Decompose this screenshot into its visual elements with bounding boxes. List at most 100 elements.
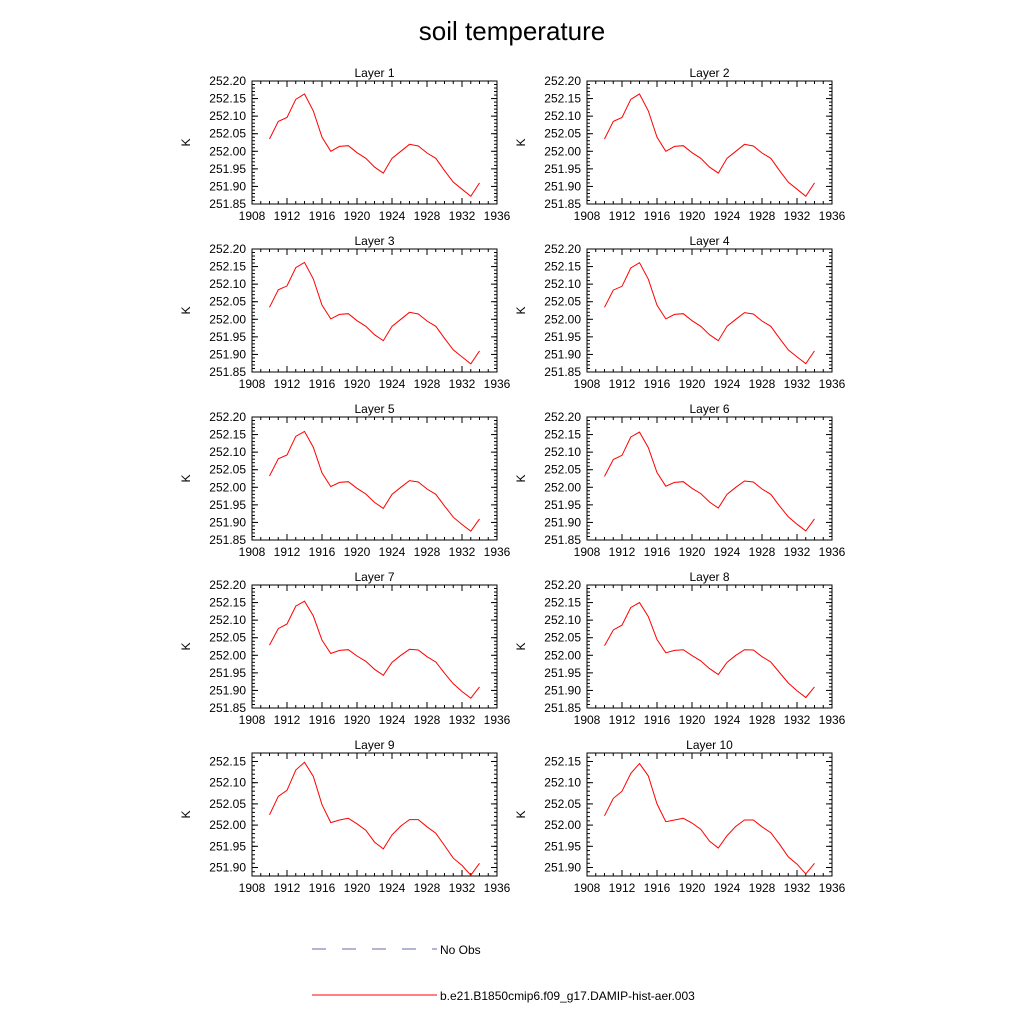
x-tick-label: 1920 — [344, 713, 371, 727]
y-axis-label: K — [179, 642, 193, 650]
x-tick-label: 1916 — [309, 545, 336, 559]
x-tick-label: 1932 — [449, 881, 476, 895]
x-tick-label: 1924 — [714, 209, 741, 223]
x-tick-label: 1932 — [784, 377, 811, 391]
x-tick-label: 1920 — [679, 545, 706, 559]
y-tick-label: 252.00 — [209, 648, 246, 662]
panel-10: Layer 10 K 1908 1912 1916 1920 1924 1928 1932 193… — [514, 738, 846, 895]
x-tick-label: 1916 — [309, 881, 336, 895]
x-tick-label: 1916 — [644, 545, 671, 559]
y-axis-label: K — [514, 642, 528, 650]
y-tick-label: 252.15 — [209, 754, 246, 768]
panel-title: Layer 5 — [354, 402, 394, 416]
y-axis-label: K — [179, 138, 193, 146]
x-tick-label: 1936 — [819, 713, 846, 727]
series-line — [269, 261, 480, 365]
x-tick-label: 1924 — [714, 713, 741, 727]
x-tick-label: 1936 — [819, 545, 846, 559]
panel-title: Layer 9 — [354, 738, 394, 752]
y-tick-label: 252.10 — [209, 109, 246, 123]
y-tick-label: 252.15 — [209, 596, 246, 610]
x-tick-label: 1932 — [449, 209, 476, 223]
y-tick-label: 252.05 — [209, 463, 246, 477]
x-tick-label: 1924 — [714, 377, 741, 391]
x-tick-label: 1928 — [749, 881, 776, 895]
x-tick-label: 1920 — [679, 377, 706, 391]
y-tick-label: 251.90 — [209, 683, 246, 697]
y-tick-label: 252.05 — [209, 295, 246, 309]
y-tick-label: 252.00 — [544, 818, 581, 832]
y-tick-label: 252.10 — [544, 613, 581, 627]
series-line — [269, 600, 480, 699]
x-tick-label: 1912 — [609, 545, 636, 559]
x-tick-label: 1932 — [449, 377, 476, 391]
x-tick-label: 1932 — [449, 713, 476, 727]
y-tick-label: 251.90 — [209, 179, 246, 193]
y-tick-label: 252.15 — [544, 754, 581, 768]
y-tick-label: 251.95 — [209, 330, 246, 344]
y-tick-label: 252.05 — [209, 797, 246, 811]
x-tick-label: 1912 — [274, 881, 301, 895]
y-axis-label: K — [514, 474, 528, 482]
y-tick-label: 252.00 — [209, 480, 246, 494]
panel-title: Layer 3 — [354, 234, 394, 248]
x-tick-label: 1920 — [344, 209, 371, 223]
x-tick-label: 1908 — [574, 545, 601, 559]
y-tick-label: 252.10 — [209, 776, 246, 790]
x-tick-label: 1924 — [379, 545, 406, 559]
x-tick-label: 1936 — [484, 377, 511, 391]
y-axis-label: K — [179, 306, 193, 314]
panel-3: Layer 3 K 1908 1912 1916 1920 1924 1928 1932 1936… — [179, 234, 511, 391]
y-axis-label: K — [514, 138, 528, 146]
y-tick-label: 252.00 — [544, 144, 581, 158]
plot-frame — [586, 416, 833, 541]
y-tick-label: 251.85 — [544, 533, 581, 547]
y-tick-label: 251.85 — [209, 197, 246, 211]
y-tick-label: 251.85 — [209, 533, 246, 547]
y-tick-label: 251.95 — [544, 162, 581, 176]
x-tick-label: 1936 — [484, 209, 511, 223]
x-tick-label: 1936 — [819, 881, 846, 895]
y-tick-label: 251.90 — [544, 347, 581, 361]
y-tick-label: 251.90 — [209, 861, 246, 875]
y-tick-label: 252.05 — [544, 631, 581, 645]
y-tick-label: 251.90 — [544, 861, 581, 875]
panel-title: Layer 6 — [689, 402, 729, 416]
y-tick-label: 251.95 — [209, 162, 246, 176]
x-tick-label: 1916 — [309, 713, 336, 727]
panel-7: Layer 7 K 1908 1912 1916 1920 1924 1928 1932 1936… — [179, 570, 511, 727]
y-tick-label: 251.95 — [209, 839, 246, 853]
y-tick-label: 251.90 — [544, 515, 581, 529]
plot-frame — [251, 416, 498, 541]
series-line — [604, 93, 815, 198]
y-axis-label: K — [514, 306, 528, 314]
y-tick-label: 252.10 — [209, 277, 246, 291]
panel-title: Layer 8 — [689, 570, 729, 584]
y-tick-label: 252.05 — [209, 127, 246, 141]
y-tick-label: 252.00 — [544, 312, 581, 326]
series-line — [604, 431, 815, 532]
x-tick-label: 1916 — [309, 377, 336, 391]
x-tick-label: 1908 — [574, 377, 601, 391]
y-tick-label: 252.05 — [544, 463, 581, 477]
x-tick-label: 1916 — [644, 377, 671, 391]
y-tick-label: 251.85 — [544, 701, 581, 715]
series-line — [269, 761, 480, 876]
panel-8: Layer 8 K 1908 1912 1916 1920 1924 1928 1932 1936… — [514, 570, 846, 727]
y-tick-label: 252.00 — [209, 818, 246, 832]
panel-title: Layer 7 — [354, 570, 394, 584]
y-axis-label: K — [179, 474, 193, 482]
x-tick-label: 1908 — [239, 881, 266, 895]
y-tick-label: 251.85 — [544, 365, 581, 379]
x-tick-label: 1912 — [609, 209, 636, 223]
plot-frame — [586, 752, 833, 877]
figure-title: soil temperature — [419, 16, 605, 46]
y-axis-label: K — [179, 810, 193, 818]
x-tick-label: 1924 — [379, 377, 406, 391]
panel-5: Layer 5 K 1908 1912 1916 1920 1924 1928 1932 1936… — [179, 402, 511, 559]
x-tick-label: 1912 — [609, 881, 636, 895]
legend: No Obs b.e21.B1850cmip6.f09_g17.DAMIP-hi… — [312, 943, 695, 1003]
y-tick-label: 252.10 — [544, 277, 581, 291]
x-tick-label: 1924 — [379, 209, 406, 223]
